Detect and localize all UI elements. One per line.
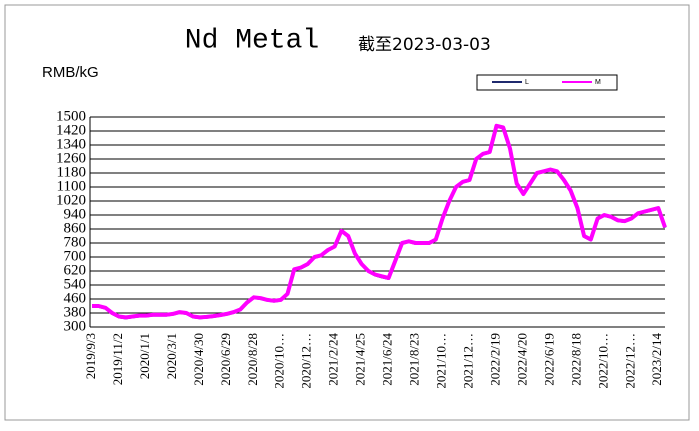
legend-label: L [525, 79, 529, 86]
y-tick-label: 1340 [56, 136, 86, 152]
y-tick-label: 860 [64, 220, 87, 236]
series-line [92, 123, 667, 320]
x-tick-label: 2020/6/29 [218, 333, 233, 386]
y-tick-label: 700 [64, 248, 87, 264]
y-tick-label: 460 [64, 290, 87, 306]
x-tick-label: 2022/4/20 [514, 333, 529, 386]
y-tick-label: 1180 [57, 164, 86, 180]
x-tick-label: 2022/12… [622, 333, 637, 389]
y-tick-label: 540 [64, 276, 87, 292]
chart-title: Nd Metal [185, 25, 319, 56]
y-tick-label: 380 [64, 304, 87, 320]
x-tick-label: 2020/4/30 [191, 333, 206, 386]
y-tick-label: 1260 [56, 150, 86, 166]
x-tick-label: 2020/3/1 [164, 333, 179, 379]
x-tick-label: 2021/10… [434, 333, 449, 389]
y-tick-label: 1420 [56, 122, 86, 138]
x-tick-label: 2021/4/25 [353, 333, 368, 386]
x-tick-label: 2021/2/24 [326, 333, 341, 386]
y-tick-label: 300 [64, 318, 87, 334]
y-tick-label: 1100 [57, 178, 86, 194]
x-tick-label: 2023/2/14 [649, 333, 664, 386]
x-tick-label: 2022/2/19 [487, 333, 502, 386]
legend-label: M [595, 79, 601, 86]
chart-subtitle: 截至2023-03-03 [358, 35, 491, 55]
legend-box [476, 74, 618, 91]
y-tick-label: 940 [64, 206, 87, 222]
x-tick-label: 2021/12… [460, 333, 475, 389]
x-tick-label: 2021/6/24 [380, 333, 395, 386]
x-tick-label: 2021/8/23 [407, 333, 422, 386]
y-axis-label: RMB/kG [42, 64, 99, 81]
x-tick-label: 2020/1/1 [137, 333, 152, 379]
x-tick-label: 2020/10… [272, 333, 287, 389]
x-tick-label: 2019/9/3 [83, 333, 98, 379]
x-tick-label: 2022/8/18 [568, 333, 583, 386]
x-tick-label: 2020/12… [299, 333, 314, 389]
x-tick-label: 2022/6/19 [541, 333, 556, 386]
x-tick-label: 2022/10… [595, 333, 610, 389]
x-tick-label: 2020/8/28 [245, 333, 260, 386]
y-tick-label: 1020 [56, 192, 86, 208]
y-tick-label: 620 [64, 262, 87, 278]
y-tick-label: 1500 [56, 108, 86, 124]
y-tick-label: 780 [64, 234, 87, 250]
x-tick-label: 2019/11/2 [110, 333, 125, 385]
frame [4, 4, 690, 421]
